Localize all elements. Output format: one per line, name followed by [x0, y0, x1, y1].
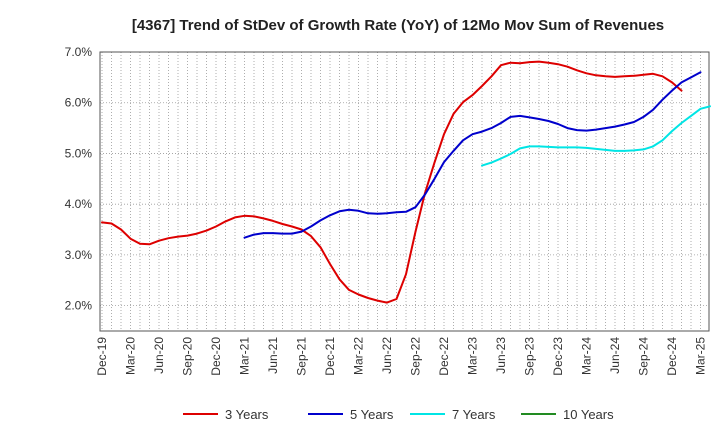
x-tick-label: Sep-22	[409, 337, 423, 376]
x-tick-label: Mar-25	[694, 337, 708, 375]
x-axis: Dec-19 Mar-20 Jun-20 Sep-20 Dec-20 Mar-21 Jun-…	[95, 337, 708, 376]
legend-label: 5 Years	[350, 407, 394, 422]
x-tick-label: Mar-21	[238, 337, 252, 375]
y-tick-label: 5.0%	[65, 146, 93, 160]
y-tick-label: 2.0%	[65, 299, 93, 313]
x-tick-label: Dec-21	[323, 337, 337, 376]
x-tick-label: Dec-19	[95, 337, 109, 376]
legend-label: 7 Years	[452, 407, 496, 422]
x-tick-label: Jun-21	[266, 337, 280, 374]
x-tick-label: Dec-23	[551, 337, 565, 376]
y-axis: 2.0% 3.0% 4.0% 5.0% 6.0% 7.0%	[65, 45, 93, 313]
x-tick-label: Mar-20	[124, 337, 138, 375]
y-tick-label: 7.0%	[65, 45, 93, 59]
y-tick-label: 4.0%	[65, 197, 93, 211]
chart-title: [4367] Trend of StDev of Growth Rate (Yo…	[132, 17, 664, 34]
legend-label: 3 Years	[225, 407, 269, 422]
x-tick-label: Dec-24	[665, 337, 679, 376]
y-tick-label: 3.0%	[65, 248, 93, 262]
x-tick-label: Mar-23	[466, 337, 480, 375]
x-tick-label: Mar-22	[352, 337, 366, 375]
series-lines	[101, 60, 711, 304]
x-tick-label: Jun-24	[608, 337, 622, 374]
series-line-7-years	[481, 105, 711, 167]
x-tick-label: Sep-20	[181, 337, 195, 376]
series-line-3-years	[101, 60, 683, 304]
x-tick-label: Sep-24	[637, 337, 651, 376]
x-tick-label: Dec-20	[209, 337, 223, 376]
x-tick-label: Sep-21	[295, 337, 309, 376]
legend: 3 Years 5 Years 7 Years 10 Years	[183, 407, 614, 422]
series-line-5-years	[243, 71, 702, 239]
y-tick-label: 6.0%	[65, 96, 93, 110]
grid	[100, 51, 709, 331]
x-tick-label: Sep-23	[523, 337, 537, 376]
x-tick-label: Mar-24	[580, 337, 594, 375]
legend-label: 10 Years	[563, 407, 614, 422]
x-tick-label: Jun-23	[494, 337, 508, 374]
x-tick-label: Jun-22	[380, 337, 394, 374]
plot-frame	[99, 51, 710, 332]
x-tick-label: Dec-22	[437, 337, 451, 376]
x-tick-label: Jun-20	[152, 337, 166, 374]
